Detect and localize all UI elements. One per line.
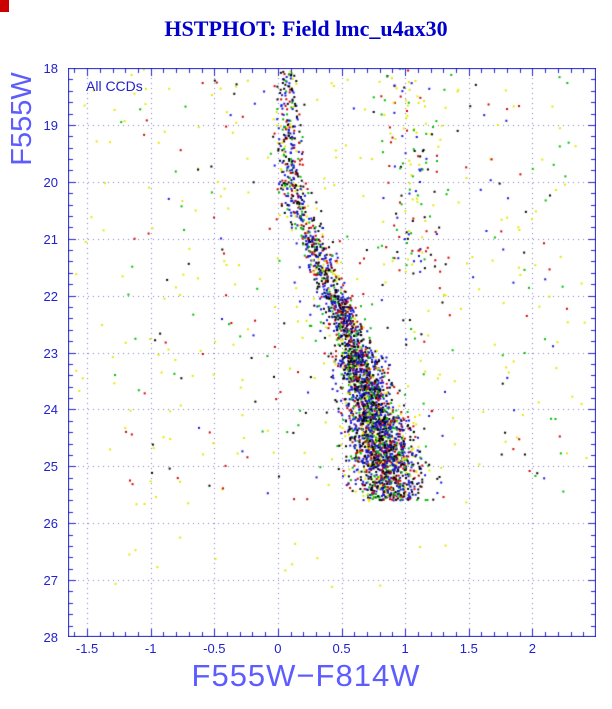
- chart-title: HSTPHOT: Field lmc_u4ax30: [164, 16, 448, 41]
- y-tick-label: 23: [43, 345, 58, 361]
- x-tick-label: 0: [274, 641, 282, 656]
- x-tick-label: -0.5: [203, 641, 226, 656]
- x-tick-label: 1.5: [459, 641, 478, 656]
- y-tick-label: 27: [43, 573, 58, 589]
- y-tick-label: 28: [43, 630, 58, 645]
- y-tick-label: 22: [43, 288, 58, 304]
- x-axis-label: F555W−F814W: [191, 658, 421, 693]
- y-tick-label: 18: [43, 61, 58, 76]
- y-tick-label: 21: [43, 231, 58, 247]
- ccd-annotation: All CCDs: [86, 78, 143, 94]
- y-tick-label: 19: [43, 117, 58, 133]
- x-tick-label: 0.5: [332, 641, 351, 656]
- scatter-canvas: [68, 68, 596, 637]
- x-tick-label: -1.5: [75, 641, 99, 656]
- y-tick-label: 26: [43, 516, 58, 532]
- y-tick-label: 20: [43, 174, 58, 190]
- corner-artifact: [0, 0, 9, 12]
- x-tick-label: -1: [144, 641, 157, 656]
- x-tick-label: 1: [401, 641, 409, 656]
- y-tick-label: 24: [43, 402, 58, 418]
- x-tick-label: 2: [528, 641, 536, 656]
- plot-area: All CCDs: [68, 68, 596, 637]
- y-tick-label: 25: [43, 459, 58, 475]
